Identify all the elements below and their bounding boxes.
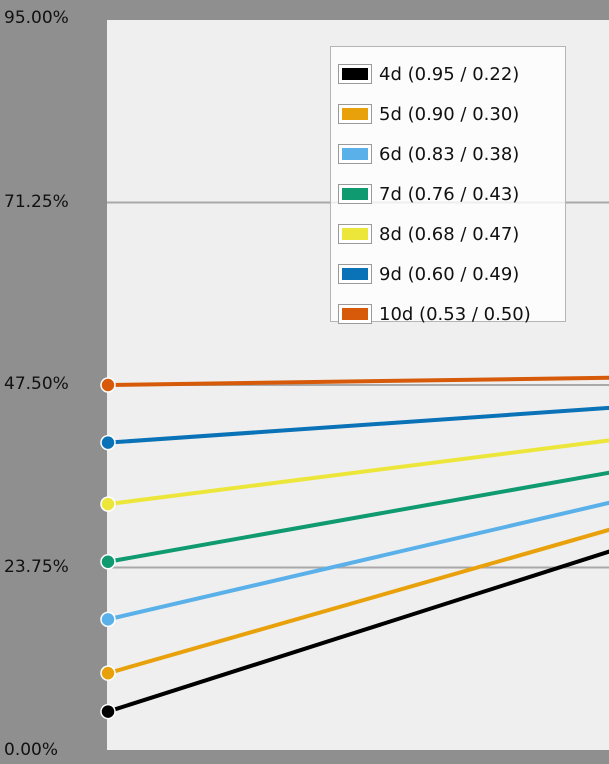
legend-item: 5d (0.90 / 0.30): [331, 94, 565, 134]
legend-label: 4d (0.95 / 0.22): [379, 63, 520, 85]
series-line-5: [107, 405, 609, 445]
legend-swatch: [338, 184, 372, 204]
data-point: [100, 434, 116, 451]
legend-swatch: [338, 144, 372, 164]
y-tick-label: 23.75%: [4, 556, 69, 577]
legend-item: 7d (0.76 / 0.43): [331, 174, 565, 214]
data-point: [100, 611, 116, 628]
legend-item: 9d (0.60 / 0.49): [331, 254, 565, 294]
legend-item: 4d (0.95 / 0.22): [331, 54, 565, 94]
legend-swatch: [338, 104, 372, 124]
legend-item: 8d (0.68 / 0.47): [331, 214, 565, 254]
legend-label: 9d (0.60 / 0.49): [379, 263, 520, 285]
series-line-6: [107, 375, 609, 387]
legend-swatch: [338, 224, 372, 244]
data-point: [100, 665, 116, 681]
legend-item: 6d (0.83 / 0.38): [331, 134, 565, 174]
legend-swatch: [338, 304, 372, 324]
y-tick-label: 47.50%: [4, 374, 69, 394]
data-point: [100, 703, 116, 720]
legend-label: 10d (0.53 / 0.50): [379, 303, 531, 325]
y-tick-label: 0.00%: [4, 740, 59, 760]
legend-swatch: [338, 64, 372, 84]
legend-swatch: [338, 264, 372, 284]
data-point: [100, 377, 116, 393]
legend: 4d (0.95 / 0.22) 5d (0.90 / 0.30) 6d (0.83…: [330, 46, 566, 325]
y-tick-label: 71.25%: [4, 191, 69, 212]
legend-label: 7d (0.76 / 0.43): [379, 183, 520, 205]
legend-label: 5d (0.90 / 0.30): [379, 103, 520, 125]
series-line-0: [107, 549, 609, 714]
legend-label: 6d (0.83 / 0.38): [379, 143, 520, 165]
series-line-3: [107, 470, 609, 564]
data-point: [100, 496, 116, 512]
series-line-4: [107, 438, 609, 507]
series-line-1: [107, 527, 609, 676]
legend-item: 10d (0.53 / 0.50): [331, 294, 565, 334]
series-line-2: [107, 500, 609, 622]
data-point: [100, 553, 116, 570]
legend-label: 8d (0.68 / 0.47): [379, 223, 520, 245]
y-tick-label: 95.00%: [4, 8, 69, 28]
